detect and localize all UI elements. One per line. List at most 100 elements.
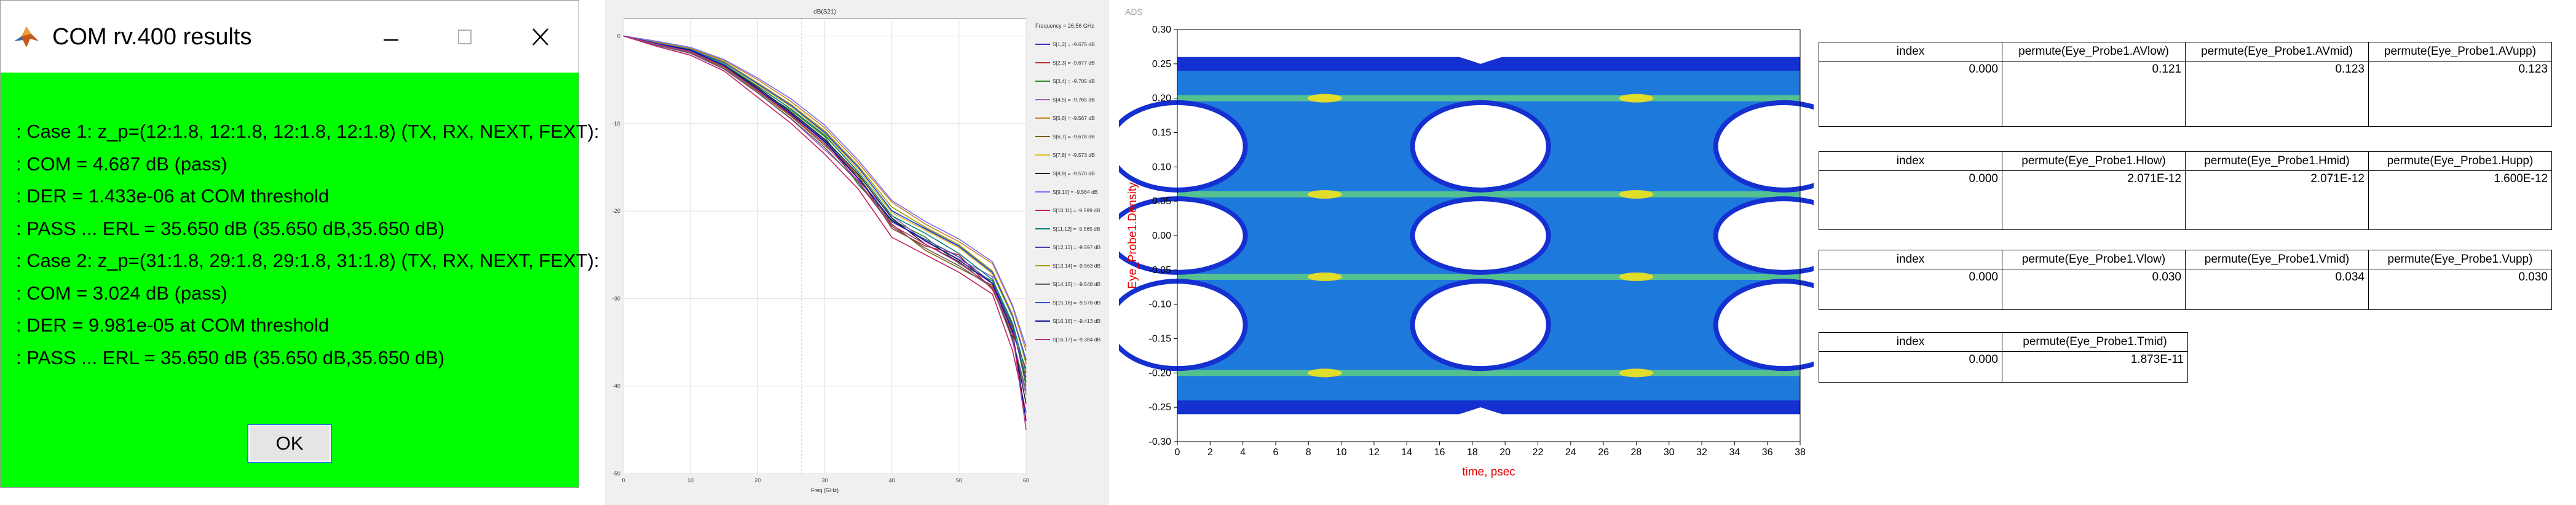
table-row: 0.000 1.873E-11 xyxy=(1819,351,2188,383)
eye-diagram-panel: ADS 0 2 4 6 8 10 12 14 16 18 20 22 24 26 28 30 32 34 36 38 0.… xyxy=(1119,0,1814,505)
table-cell: 0.000 xyxy=(1819,351,2002,383)
y-tick-label: 0.05 xyxy=(1152,196,1171,207)
density-peak xyxy=(1307,272,1342,281)
legend-entry: S[13,14] = -9.563 dB xyxy=(1053,263,1101,269)
com-results-window: COM rv.400 results : Case 1: z_p=(12:1.8… xyxy=(0,0,599,488)
legend-entry: S[10,11] = -9.599 dB xyxy=(1053,207,1100,213)
y-tick-label: 0 xyxy=(617,33,620,39)
eye-opening xyxy=(1119,284,1243,367)
legend-entry: S[3,4] = -9.705 dB xyxy=(1053,78,1095,84)
result-line: : PASS ... ERL = 35.650 dB (35.650 dB,35… xyxy=(16,346,445,368)
results-body: : Case 1: z_p=(12:1.8, 12:1.8, 12:1.8, 1… xyxy=(1,73,599,487)
ads-corner-label: ADS xyxy=(1125,7,1143,17)
result-line: : Case 1: z_p=(12:1.8, 12:1.8, 12:1.8, 1… xyxy=(16,121,599,142)
minimize-button[interactable] xyxy=(373,19,409,56)
density-peak xyxy=(1307,93,1342,103)
legend-entry: S[16,17] = -9.384 dB xyxy=(1053,336,1101,343)
sparam-plot-panel: 0 10 20 30 40 50 60 0 -10 -20 -30 -40 -50 dB(S21) Freq… xyxy=(605,0,1109,505)
density-level-band xyxy=(1177,191,1800,197)
column-header: permute(Eye_Probe1.Vupp) xyxy=(2368,250,2552,269)
x-tick-label: 28 xyxy=(1631,447,1642,458)
density-peak xyxy=(1619,272,1654,281)
legend-entry: S[7,8] = -9.573 dB xyxy=(1053,152,1095,158)
density-level-band xyxy=(1177,95,1800,101)
bottom-clearance xyxy=(1177,407,1800,442)
column-header: permute(Eye_Probe1.Hlow) xyxy=(2002,151,2186,171)
eye-opening xyxy=(1415,201,1546,270)
close-button[interactable] xyxy=(522,19,559,56)
y-tick-label: -10 xyxy=(612,121,620,127)
series-line xyxy=(623,35,1027,365)
eye-opening xyxy=(1718,201,1814,270)
eye-opening xyxy=(1718,284,1814,367)
y-tick-label: 0.10 xyxy=(1152,162,1171,172)
series-line xyxy=(623,35,1027,413)
column-header: index xyxy=(1819,151,2002,171)
column-header: permute(Eye_Probe1.Hupp) xyxy=(2368,151,2552,171)
maximize-button[interactable] xyxy=(446,19,483,56)
x-tick-label: 8 xyxy=(1306,447,1311,458)
x-tick-label: 24 xyxy=(1565,447,1576,458)
x-tick-label: 10 xyxy=(687,477,693,483)
column-header: permute(Eye_Probe1.AVmid) xyxy=(2185,42,2369,62)
legend-entry: S[4,5] = -9.765 dB xyxy=(1053,97,1095,103)
table-header-row: index permute(Eye_Probe1.AVlow) permute(… xyxy=(1819,42,2552,62)
legend-entry: S[1,2] = -9.675 dB xyxy=(1053,41,1095,47)
y-tick-label: 0.20 xyxy=(1152,93,1171,104)
minimize-icon xyxy=(384,39,398,41)
table-cell: 0.000 xyxy=(1819,61,2002,127)
x-tick-label: 16 xyxy=(1434,447,1445,458)
y-tick-label: -0.10 xyxy=(1149,300,1172,310)
x-tick-label: 6 xyxy=(1273,447,1278,458)
series-line xyxy=(623,35,1027,391)
x-tick-label: 20 xyxy=(1499,447,1511,458)
column-header: permute(Eye_Probe1.AVupp) xyxy=(2368,42,2552,62)
eye-opening xyxy=(1119,201,1243,270)
column-header: index xyxy=(1819,332,2002,352)
y-axis-label: Eye_Probe1.Density xyxy=(1126,182,1139,289)
legend-entry: S[2,3] = -9.677 dB xyxy=(1053,60,1095,66)
window-title: COM rv.400 results xyxy=(52,24,252,50)
x-tick-label: 22 xyxy=(1533,447,1544,458)
table-cell: 1.600E-12 xyxy=(2368,170,2552,230)
results-text: : Case 1: z_p=(12:1.8, 12:1.8, 12:1.8, 1… xyxy=(16,116,599,374)
eye-density xyxy=(1119,57,1814,415)
legend-entry: S[16,16] = -9.413 dB xyxy=(1053,318,1101,324)
eye-opening xyxy=(1415,105,1546,188)
column-header: index xyxy=(1819,42,2002,62)
close-icon xyxy=(532,28,548,46)
sparam-chart[interactable]: 0 10 20 30 40 50 60 0 -10 -20 -30 -40 -50 dB(S21) Freq… xyxy=(605,0,1109,505)
result-line: : COM = 4.687 dB (pass) xyxy=(16,153,227,175)
column-header: permute(Eye_Probe1.AVlow) xyxy=(2002,42,2186,62)
table-header-row: index permute(Eye_Probe1.Hlow) permute(E… xyxy=(1819,151,2552,171)
h-results-table: index permute(Eye_Probe1.Hlow) permute(E… xyxy=(1819,151,2552,230)
table-header-row: index permute(Eye_Probe1.Vlow) permute(E… xyxy=(1819,250,2552,269)
series-line xyxy=(623,35,1027,360)
x-tick-label: 14 xyxy=(1401,447,1412,458)
density-peak xyxy=(1619,93,1654,103)
table-cell: 0.123 xyxy=(2185,61,2369,127)
column-header: permute(Eye_Probe1.Vlow) xyxy=(2002,250,2186,269)
x-tick-label: 38 xyxy=(1795,447,1806,458)
density-level-band xyxy=(1177,274,1800,280)
x-tick-label: 20 xyxy=(754,477,761,483)
x-tick-label: 12 xyxy=(1369,447,1380,458)
x-axis-label: Freq (GHz) xyxy=(811,487,839,493)
table-cell: 2.071E-12 xyxy=(2185,170,2369,230)
y-tick-label: 0.25 xyxy=(1152,59,1171,70)
x-tick-label: 4 xyxy=(1240,447,1246,458)
x-tick-label: 36 xyxy=(1762,447,1773,458)
legend-entry: S[6,7] = -9.678 dB xyxy=(1053,133,1095,140)
table-cell: 0.000 xyxy=(1819,170,2002,230)
legend-entry: S[8,9] = -9.570 dB xyxy=(1053,170,1095,177)
x-tick-label: 0 xyxy=(622,477,625,483)
result-line: : Case 2: z_p=(31:1.8, 29:1.8, 29:1.8, 3… xyxy=(16,250,599,271)
ok-button[interactable]: OK xyxy=(247,424,332,463)
y-tick-label: 0.15 xyxy=(1152,128,1171,138)
title-bar[interactable]: COM rv.400 results xyxy=(1,1,579,73)
x-tick-label: 34 xyxy=(1729,447,1740,458)
table-cell: 1.873E-11 xyxy=(2002,351,2188,383)
x-tick-label: 2 xyxy=(1207,447,1213,458)
x-tick-label: 40 xyxy=(889,477,895,483)
